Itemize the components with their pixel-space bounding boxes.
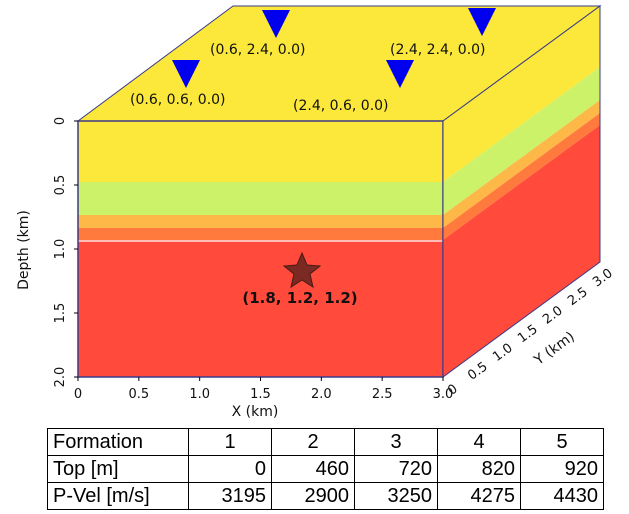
cell: 5 [521, 429, 604, 456]
station-label: (2.4, 0.6, 0.0) [293, 98, 389, 114]
velocity-model: (0.6, 2.4, 0.0) (2.4, 2.4, 0.0) (0.6, 0.… [0, 0, 629, 428]
station-label: (2.4, 2.4, 0.0) [390, 42, 486, 58]
y-tick-label: 1.5 [515, 322, 541, 346]
table-row: P-Vel [m/s] 3195 2900 3250 4275 4430 [48, 483, 604, 510]
cell: 820 [438, 456, 521, 483]
depth-tick-label: 2.0 [53, 367, 68, 388]
cell: 2900 [272, 483, 355, 510]
cell: Top [m] [48, 456, 189, 483]
x-tick-label: 0 [74, 387, 82, 402]
x-tick-label: 2.0 [311, 387, 332, 402]
formation-table: Formation 1 2 3 4 5 Top [m] 0 460 720 82… [47, 428, 604, 510]
depth-tick-label: 0 [53, 117, 68, 125]
depth-tick-label: 1.0 [53, 239, 68, 260]
layer [78, 240, 443, 377]
y-tick-label: 3.0 [590, 266, 616, 290]
figure: (0.6, 2.4, 0.0) (2.4, 2.4, 0.0) (0.6, 0.… [0, 0, 629, 514]
x-tick-label: 0.5 [128, 387, 149, 402]
cell: 3250 [355, 483, 438, 510]
cell: Formation [48, 429, 189, 456]
station-label: (0.6, 0.6, 0.0) [130, 92, 226, 108]
layer [78, 228, 443, 240]
x-tick-label: 1.5 [250, 387, 271, 402]
cell: 4275 [438, 483, 521, 510]
cell: 0 [189, 456, 272, 483]
station-label: (0.6, 2.4, 0.0) [210, 42, 306, 58]
cell: 3195 [189, 483, 272, 510]
cell: 1 [189, 429, 272, 456]
depth-tick-label: 0.5 [53, 175, 68, 196]
cell: 2 [272, 429, 355, 456]
table-header: Formation 1 2 3 4 5 [48, 429, 604, 456]
cell: P-Vel [m/s] [48, 483, 189, 510]
cell: 720 [355, 456, 438, 483]
layer [78, 121, 443, 182]
cell: 3 [355, 429, 438, 456]
table-row: Top [m] 0 460 720 820 920 [48, 456, 604, 483]
depth-ticks: 0 0.5 1.0 1.5 2.0 [53, 117, 78, 387]
axis-label: X (km) [232, 404, 279, 420]
layer [78, 215, 443, 228]
cell: 4 [438, 429, 521, 456]
axis-label: Depth (km) [16, 210, 32, 290]
cell: 920 [521, 456, 604, 483]
layer [78, 182, 443, 215]
y-tick-label: 0.5 [465, 359, 491, 383]
front-face [78, 121, 443, 377]
depth-tick-label: 1.5 [53, 303, 68, 324]
x-tick-label: 2.5 [372, 387, 393, 402]
y-tick-label: 2.0 [540, 303, 566, 327]
y-tick-label: 2.5 [565, 285, 591, 309]
cell: 460 [272, 456, 355, 483]
y-tick-label: 1.0 [490, 341, 516, 365]
x-tick-label: 1.0 [189, 387, 210, 402]
cell: 4430 [521, 483, 604, 510]
source-label: (1.8, 1.2, 1.2) [242, 289, 357, 307]
